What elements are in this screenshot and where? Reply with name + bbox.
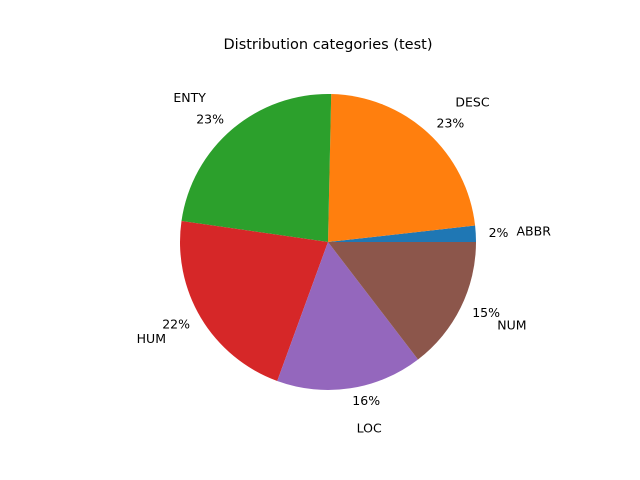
pie-slice-enty <box>181 93 332 243</box>
slice-label-hum: HUM <box>137 331 166 346</box>
pie-slices <box>180 93 476 391</box>
slice-pct-num: 15% <box>472 305 500 320</box>
slice-label-loc: LOC <box>357 421 382 436</box>
slice-pct-hum: 22% <box>162 317 190 332</box>
slice-pct-enty: 23% <box>196 111 224 126</box>
slice-pct-loc: 16% <box>352 393 380 408</box>
pie-slice-desc <box>328 94 476 242</box>
slice-label-num: NUM <box>497 318 526 333</box>
pie-slice-hum <box>180 220 328 382</box>
chart-title: Distribution categories (test) <box>224 37 433 53</box>
slice-label-desc: DESC <box>455 95 489 110</box>
pie-slice-num <box>328 242 476 360</box>
pie-slice-loc <box>277 242 419 391</box>
slice-label-abbr: ABBR <box>517 224 552 239</box>
pie-slice-abbr <box>328 225 476 242</box>
slice-pct-desc: 23% <box>437 115 465 130</box>
slice-label-enty: ENTY <box>173 90 206 105</box>
slice-pct-abbr: 2% <box>489 225 509 240</box>
